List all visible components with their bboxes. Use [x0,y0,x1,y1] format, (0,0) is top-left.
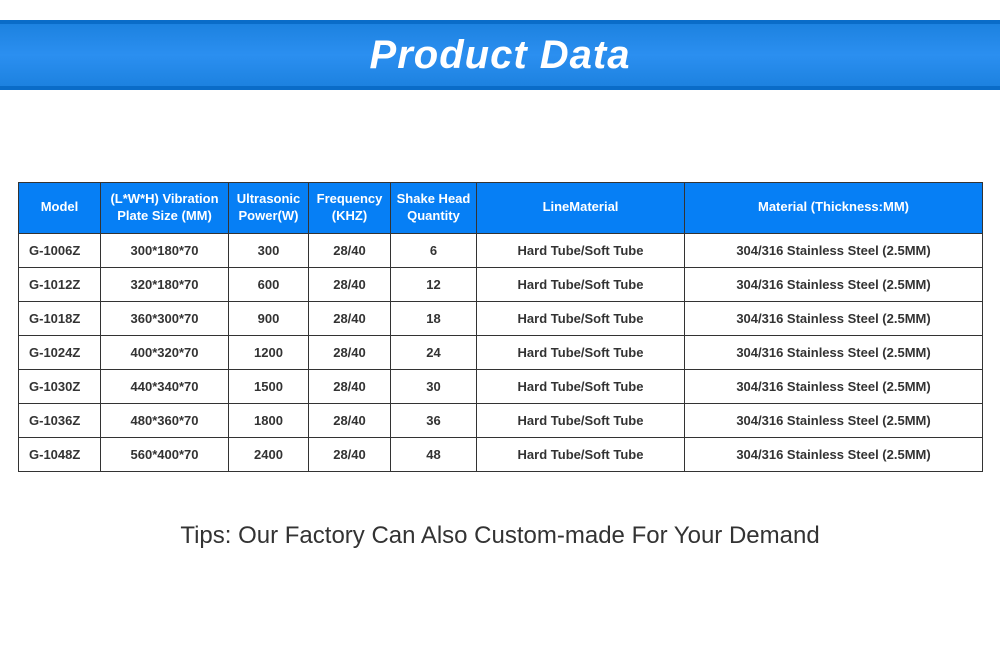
table-row: G-1006Z300*180*7030028/406Hard Tube/Soft… [19,233,983,267]
cell-5-1: 480*360*70 [101,403,229,437]
cell-4-4: 30 [391,369,477,403]
cell-2-2: 900 [229,301,309,335]
banner: Product Data [0,0,1000,110]
table-row: G-1018Z360*300*7090028/4018Hard Tube/Sof… [19,301,983,335]
tips-text: Tips: Our Factory Can Also Custom-made F… [0,522,1000,550]
cell-4-6: 304/316 Stainless Steel (2.5MM) [685,369,983,403]
cell-6-0: G-1048Z [19,437,101,471]
cell-1-0: G-1012Z [19,267,101,301]
cell-2-3: 28/40 [309,301,391,335]
cell-3-1: 400*320*70 [101,335,229,369]
cell-6-6: 304/316 Stainless Steel (2.5MM) [685,437,983,471]
cell-2-1: 360*300*70 [101,301,229,335]
cell-0-5: Hard Tube/Soft Tube [477,233,685,267]
cell-0-0: G-1006Z [19,233,101,267]
cell-0-6: 304/316 Stainless Steel (2.5MM) [685,233,983,267]
cell-5-5: Hard Tube/Soft Tube [477,403,685,437]
table-row: G-1024Z400*320*70120028/4024Hard Tube/So… [19,335,983,369]
cell-1-3: 28/40 [309,267,391,301]
cell-5-4: 36 [391,403,477,437]
cell-1-5: Hard Tube/Soft Tube [477,267,685,301]
cell-2-4: 18 [391,301,477,335]
cell-0-4: 6 [391,233,477,267]
cell-3-2: 1200 [229,335,309,369]
cell-4-2: 1500 [229,369,309,403]
cell-3-0: G-1024Z [19,335,101,369]
cell-1-4: 12 [391,267,477,301]
cell-3-4: 24 [391,335,477,369]
cell-2-0: G-1018Z [19,301,101,335]
product-data-table: Model(L*W*H) Vibration Plate Size (MM)Ul… [18,182,983,472]
cell-3-3: 28/40 [309,335,391,369]
col-header-2: Ultrasonic Power(W) [229,183,309,234]
cell-6-3: 28/40 [309,437,391,471]
cell-5-0: G-1036Z [19,403,101,437]
cell-6-5: Hard Tube/Soft Tube [477,437,685,471]
table-row: G-1012Z320*180*7060028/4012Hard Tube/Sof… [19,267,983,301]
cell-3-6: 304/316 Stainless Steel (2.5MM) [685,335,983,369]
table-row: G-1048Z560*400*70240028/4048Hard Tube/So… [19,437,983,471]
col-header-4: Shake Head Quantity [391,183,477,234]
col-header-5: LineMaterial [477,183,685,234]
cell-4-1: 440*340*70 [101,369,229,403]
cell-5-3: 28/40 [309,403,391,437]
col-header-1: (L*W*H) Vibration Plate Size (MM) [101,183,229,234]
cell-0-1: 300*180*70 [101,233,229,267]
cell-4-5: Hard Tube/Soft Tube [477,369,685,403]
cell-5-6: 304/316 Stainless Steel (2.5MM) [685,403,983,437]
table-row: G-1036Z480*360*70180028/4036Hard Tube/So… [19,403,983,437]
cell-1-1: 320*180*70 [101,267,229,301]
col-header-0: Model [19,183,101,234]
cell-0-3: 28/40 [309,233,391,267]
cell-2-6: 304/316 Stainless Steel (2.5MM) [685,301,983,335]
cell-4-0: G-1030Z [19,369,101,403]
cell-1-6: 304/316 Stainless Steel (2.5MM) [685,267,983,301]
table-container: Model(L*W*H) Vibration Plate Size (MM)Ul… [0,110,1000,472]
table-row: G-1030Z440*340*70150028/4030Hard Tube/So… [19,369,983,403]
cell-3-5: Hard Tube/Soft Tube [477,335,685,369]
col-header-3: Frequency (KHZ) [309,183,391,234]
cell-2-5: Hard Tube/Soft Tube [477,301,685,335]
cell-6-1: 560*400*70 [101,437,229,471]
cell-6-4: 48 [391,437,477,471]
cell-0-2: 300 [229,233,309,267]
cell-4-3: 28/40 [309,369,391,403]
table-header-row: Model(L*W*H) Vibration Plate Size (MM)Ul… [19,183,983,234]
col-header-6: Material (Thickness:MM) [685,183,983,234]
cell-6-2: 2400 [229,437,309,471]
cell-5-2: 1800 [229,403,309,437]
banner-title: Product Data [370,33,631,78]
cell-1-2: 600 [229,267,309,301]
